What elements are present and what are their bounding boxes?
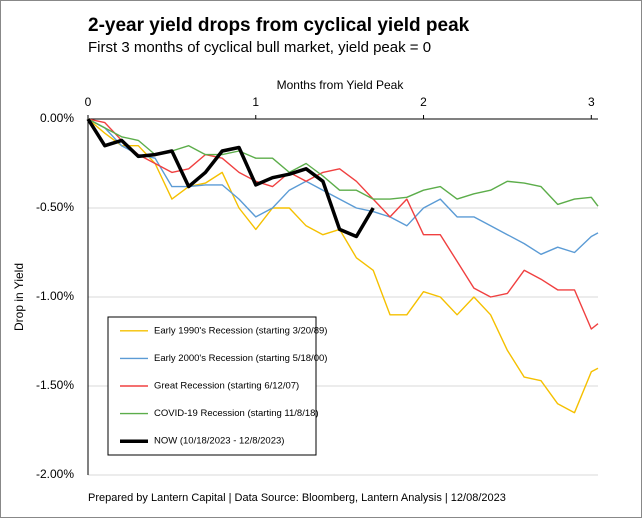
y-tick-label: -2.00% [36,467,74,481]
x-tick-label: 1 [252,95,259,109]
y-tick-label: -0.50% [36,200,74,214]
series-line [87,118,599,207]
x-tick-label: 0 [85,95,92,109]
legend-label: Great Recession (starting 6/12/07) [154,381,299,392]
chart-title: 2-year yield drops from cyclical yield p… [88,15,470,36]
footer: Prepared by Lantern Capital | Data Sourc… [88,492,506,504]
series-line [86,118,375,239]
legend-label: COVID-19 Recession (starting 11/8/18) [154,408,319,419]
y-tick-label: -1.50% [36,378,74,392]
y-tick-label: 0.00% [40,111,74,125]
x-tick-label: 2 [420,95,427,109]
chart-subtitle: First 3 months of cyclical bull market, … [88,39,431,56]
legend-label: Early 2000's Recession (starting 5/18/00… [154,353,327,364]
legend-label: Early 1990's Recession (starting 3/20/89… [154,325,327,336]
x-tick-label: 3 [588,95,595,109]
series-line [87,118,599,330]
y-tick-label: -1.00% [36,289,74,303]
series-line [87,118,599,255]
series-line [87,118,599,414]
y-axis-label: Drop in Yield [12,263,26,331]
legend-label: NOW (10/18/2023 - 12/8/2023) [154,436,284,447]
x-axis-label: Months from Yield Peak [277,78,405,92]
